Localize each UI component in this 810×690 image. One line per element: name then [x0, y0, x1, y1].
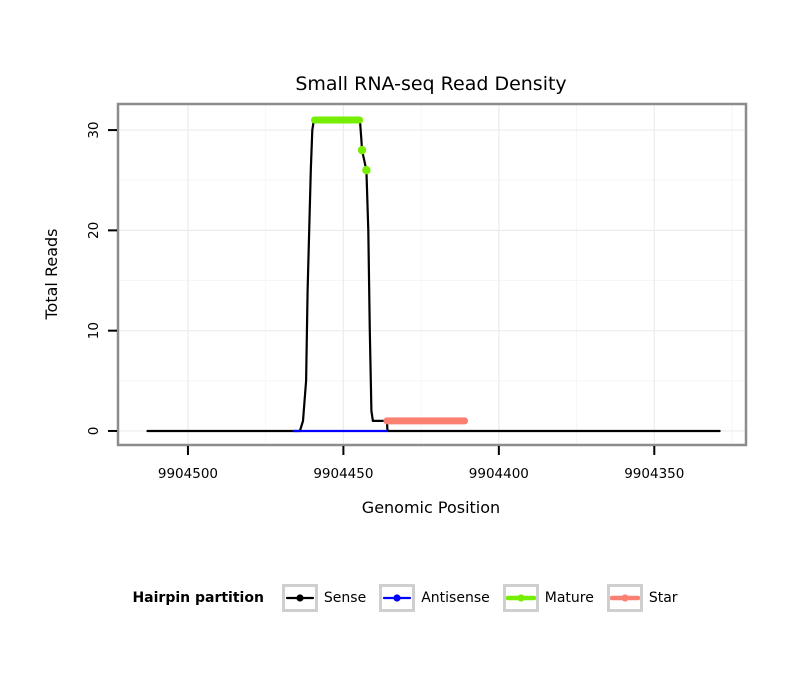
x-tick-label: 9904450	[313, 466, 373, 482]
y-tick-label: 30	[86, 121, 102, 138]
plot-panel	[118, 104, 746, 445]
x-tick-label: 9904350	[624, 466, 684, 482]
legend-items: Sense Antisense Mature Star	[281, 584, 678, 612]
series-line-sense	[146, 118, 721, 433]
y-axis-label: Total Reads	[42, 229, 61, 321]
panel-border	[116, 102, 748, 447]
y-tick-label: 20	[86, 222, 102, 239]
legend-label: Sense	[323, 590, 367, 606]
legend-item-antisense: Antisense	[379, 584, 490, 612]
series-marker-mature	[362, 165, 371, 175]
x-axis-label: Genomic Position	[362, 498, 500, 517]
legend-key-antisense-icon	[379, 584, 416, 612]
series-marker-mature	[357, 145, 367, 155]
x-tick-label: 9904400	[469, 466, 529, 482]
legend-item-sense: Sense	[281, 584, 367, 612]
legend-label: Star	[648, 590, 678, 606]
legend-key-star-icon	[606, 584, 643, 612]
plot-svg: Small RNA-seq Read Density 9904500 990445…	[42, 73, 748, 517]
legend-key-mature-icon	[502, 584, 539, 612]
plot-panel-group: 9904500 9904450 9904400 9904350 0 10 20 30	[86, 102, 748, 482]
legend-label: Mature	[544, 590, 594, 606]
y-tick-label: 10	[86, 322, 102, 339]
legend-item-mature: Mature	[502, 584, 594, 612]
chart-title: Small RNA-seq Read Density	[295, 73, 566, 95]
legend-label: Antisense	[421, 590, 490, 606]
chart-figure: Small RNA-seq Read Density 9904500 990445…	[42, 73, 748, 612]
legend-key-sense-icon	[281, 584, 318, 612]
legend: Hairpin partition Sense Antisense Mature St…	[0, 580, 810, 616]
x-tick-label: 9904500	[158, 466, 218, 482]
y-tick-label: 0	[86, 427, 102, 436]
legend-item-star: Star	[606, 584, 678, 612]
legend-title: Hairpin partition	[132, 590, 264, 606]
